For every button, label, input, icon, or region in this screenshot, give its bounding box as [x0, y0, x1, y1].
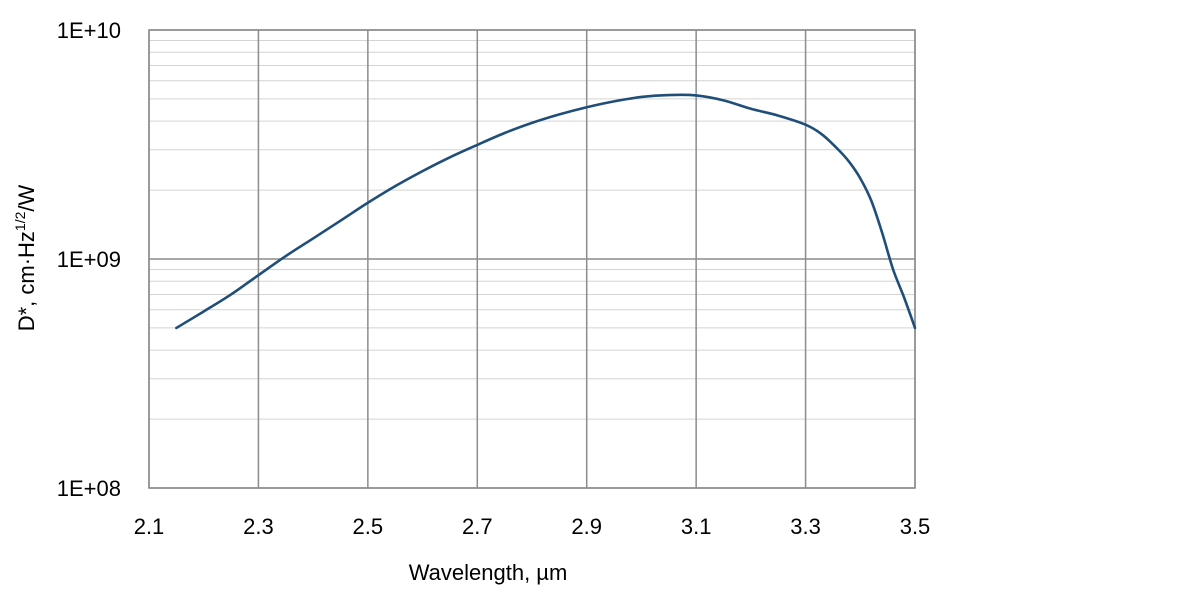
y-axis-title-tail: /W [14, 184, 39, 211]
plot-area-frame [148, 29, 916, 489]
x-tick-label: 3.1 [681, 514, 712, 539]
y-tick-label: 1E+10 [57, 18, 121, 43]
y-axis-title: D*, cm·Hz1/2/W [12, 184, 39, 331]
x-tick-label: 2.3 [243, 514, 274, 539]
y-tick-label: 1E+09 [57, 247, 121, 272]
x-tick-label: 3.5 [900, 514, 931, 539]
y-axis-title-hz: Hz [14, 231, 39, 258]
x-tick-label: 2.9 [571, 514, 602, 539]
x-tick-label: 3.3 [790, 514, 821, 539]
x-tick-label: 2.7 [462, 514, 493, 539]
y-axis-title-base: D*, cm [14, 265, 39, 331]
x-axis-title: Wavelength, µm [409, 560, 568, 585]
series-line-detectivity [175, 93, 917, 330]
y-axis-title-dot: · [14, 258, 39, 265]
y-axis-title-exponent: 1/2 [12, 211, 28, 231]
minor-gridlines [149, 39, 915, 420]
x-axis-tick-labels: 2.1 2.3 2.5 2.7 2.9 3.1 3.3 3.5 [134, 514, 931, 539]
y-tick-label: 1E+08 [57, 476, 121, 501]
y-axis-tick-labels: 1E+08 1E+09 1E+10 [57, 18, 121, 501]
x-tick-label: 2.1 [134, 514, 165, 539]
x-tick-label: 2.5 [353, 514, 384, 539]
